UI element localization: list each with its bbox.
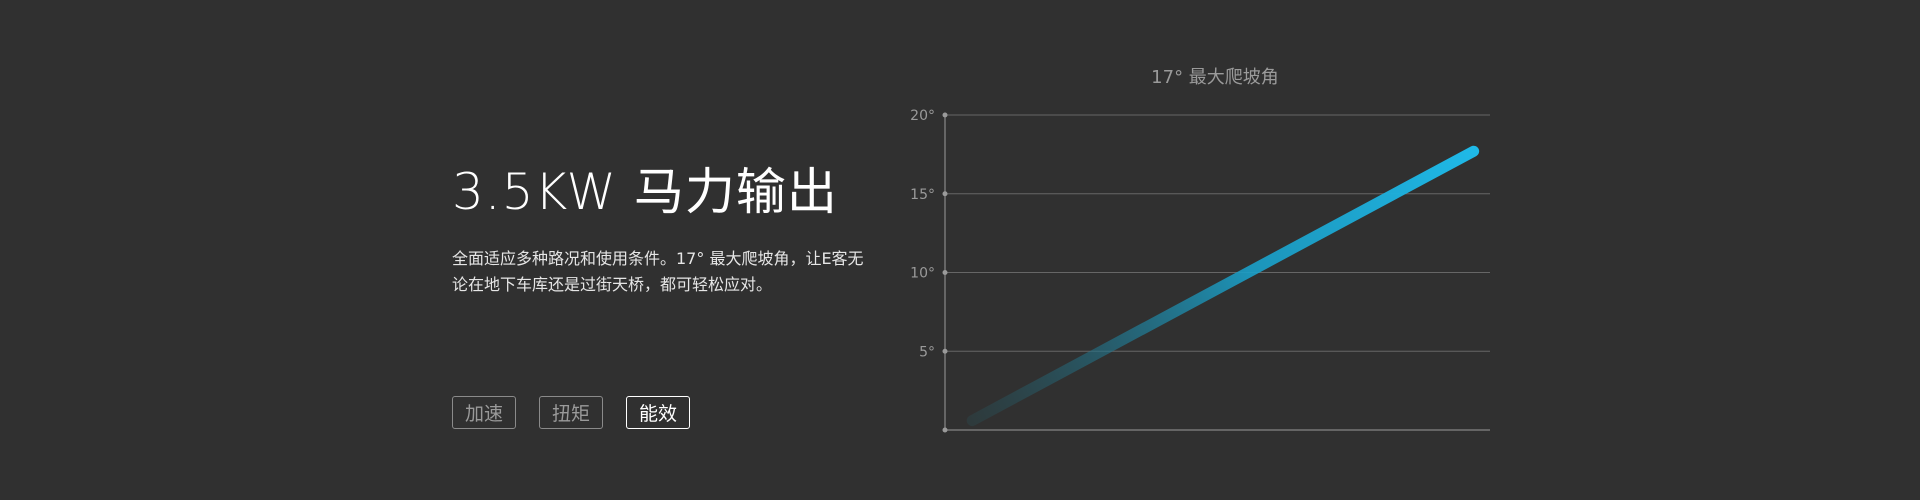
chart-y-ticks: 5° 10° 15° 20° — [910, 108, 948, 360]
y-tick-label-5: 5° — [919, 344, 935, 360]
chart-series — [966, 145, 1480, 427]
tab-efficiency[interactable]: 能效 — [626, 396, 690, 429]
series-line — [966, 145, 1480, 427]
y-tick-label-10: 10° — [910, 266, 935, 282]
tab-acceleration[interactable]: 加速 — [452, 396, 516, 429]
climb-angle-chart: 17° 最大爬坡角 5° 10° 15° 20° — [880, 50, 1520, 450]
feature-text: 3.5KW 马力输出 全面适应多种路况和使用条件。17° 最大爬坡角，让E客无论… — [452, 150, 872, 298]
chart-tabs: 加速 扭矩 能效 — [452, 396, 690, 429]
chart-axes — [942, 115, 1490, 433]
origin-dot — [942, 427, 948, 433]
feature-description: 全面适应多种路况和使用条件。17° 最大爬坡角，让E客无论在地下车库还是过街天桥… — [452, 249, 864, 294]
chart-svg: 17° 最大爬坡角 5° 10° 15° 20° — [910, 67, 1490, 433]
y-tick-dot-15 — [942, 191, 948, 197]
feature-headline: 3.5KW 马力输出 — [452, 163, 838, 221]
y-tick-dot-5 — [942, 348, 948, 354]
chart-title: 17° 最大爬坡角 — [1151, 67, 1279, 88]
tab-torque[interactable]: 扭矩 — [539, 396, 603, 429]
chart-grid — [945, 114, 1490, 352]
y-tick-label-20: 20° — [910, 108, 935, 124]
y-tick-dot-20 — [942, 112, 948, 118]
y-tick-dot-10 — [942, 270, 948, 275]
y-tick-label-15: 15° — [910, 187, 935, 203]
